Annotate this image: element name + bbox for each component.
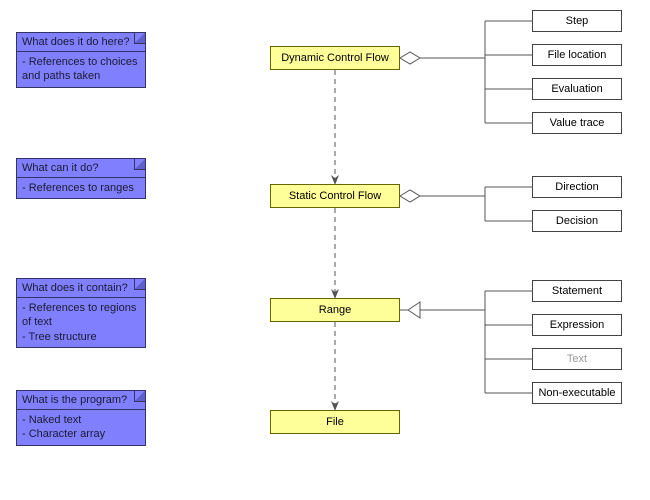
attr-box-fileloc: File location (532, 44, 622, 66)
note-line: - Character array (22, 427, 140, 441)
main-box-label: Range (319, 304, 351, 316)
main-box-scf: Static Control Flow (270, 184, 400, 208)
attr-box-eval: Evaluation (532, 78, 622, 100)
note-note3: What does it contain?- References to reg… (16, 278, 146, 348)
attr-box-label: Statement (552, 285, 602, 297)
attr-box-expr: Expression (532, 314, 622, 336)
note-note2: What can it do? - References to ranges (16, 158, 146, 199)
note-line: and paths taken (22, 69, 140, 83)
main-box-label: Dynamic Control Flow (281, 52, 389, 64)
main-box-label: File (326, 416, 344, 428)
main-box-file: File (270, 410, 400, 434)
attr-box-text: Text (532, 348, 622, 370)
note-line: - Tree structure (22, 330, 140, 344)
attr-box-dec: Decision (532, 210, 622, 232)
main-box-dcf: Dynamic Control Flow (270, 46, 400, 70)
note-title: What is the program? (17, 391, 145, 410)
note-body: - References to choicesand paths taken (17, 52, 145, 87)
attr-box-label: Non-executable (538, 387, 615, 399)
main-box-range: Range (270, 298, 400, 322)
attr-box-step: Step (532, 10, 622, 32)
attr-box-label: Evaluation (551, 83, 602, 95)
note-title: What does it contain? (17, 279, 145, 298)
note-body: - References to regionsof text- Tree str… (17, 298, 145, 347)
note-line: - References to choices (22, 55, 140, 69)
attr-box-stmt: Statement (532, 280, 622, 302)
note-line: - Naked text (22, 413, 140, 427)
note-body: - Naked text- Character array (17, 410, 145, 445)
attr-box-label: File location (548, 49, 607, 61)
note-note1: What does it do here?- References to cho… (16, 32, 146, 88)
attr-box-label: Direction (555, 181, 598, 193)
attr-box-label: Decision (556, 215, 598, 227)
attr-box-label: Value trace (550, 117, 605, 129)
note-line: of text (22, 315, 140, 329)
attr-box-label: Step (566, 15, 589, 27)
note-body: - References to ranges (17, 178, 145, 198)
attr-box-vtrace: Value trace (532, 112, 622, 134)
attr-box-dir: Direction (532, 176, 622, 198)
attr-box-label: Expression (550, 319, 604, 331)
note-title: What does it do here? (17, 33, 145, 52)
main-box-label: Static Control Flow (289, 190, 381, 202)
note-note4: What is the program?- Naked text- Charac… (16, 390, 146, 446)
note-title: What can it do? (17, 159, 145, 178)
note-line: - References to ranges (22, 181, 140, 195)
attr-box-label: Text (567, 353, 587, 365)
note-line: - References to regions (22, 301, 140, 315)
attr-box-nonexec: Non-executable (532, 382, 622, 404)
